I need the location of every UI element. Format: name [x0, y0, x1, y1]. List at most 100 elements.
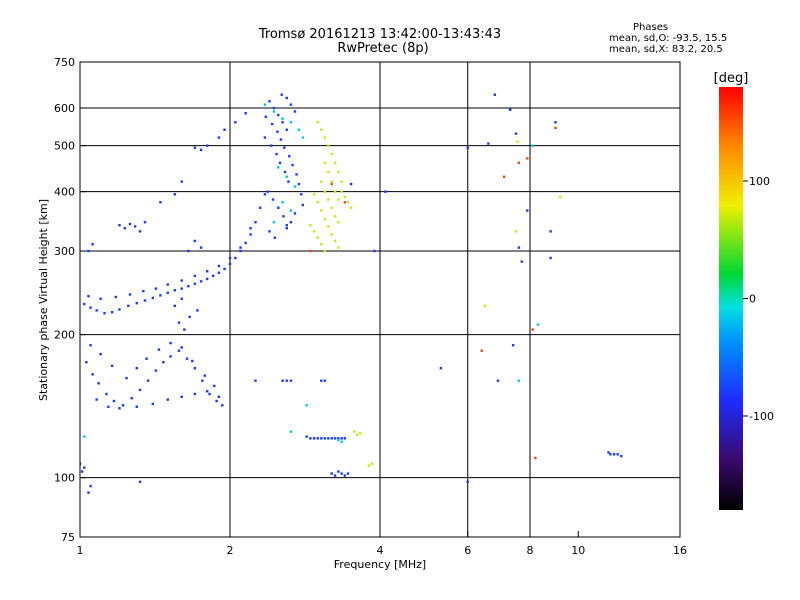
data-point	[138, 230, 142, 233]
data-point	[337, 438, 340, 442]
data-point	[95, 398, 98, 401]
data-point	[188, 315, 191, 319]
data-point	[223, 128, 226, 131]
data-point	[312, 193, 316, 196]
data-point	[333, 437, 337, 440]
data-point	[280, 93, 283, 96]
data-point	[205, 270, 209, 273]
data-point	[191, 359, 194, 363]
data-point	[323, 379, 327, 382]
data-point	[349, 182, 353, 186]
y-tick-label: 600	[54, 102, 75, 115]
data-point	[291, 163, 294, 167]
data-point	[157, 348, 161, 351]
data-point	[276, 130, 279, 133]
data-point	[138, 388, 142, 392]
data-point	[273, 236, 276, 239]
data-point	[244, 241, 247, 245]
data-point	[97, 382, 100, 385]
data-point	[180, 287, 183, 290]
data-point	[293, 110, 297, 113]
data-point	[223, 267, 226, 271]
data-point	[531, 144, 534, 147]
data-point	[330, 182, 333, 186]
data-point	[281, 117, 284, 120]
data-point	[349, 206, 353, 209]
data-point	[177, 321, 181, 324]
data-point	[217, 136, 221, 139]
data-point	[205, 390, 209, 393]
data-point	[266, 190, 269, 193]
data-point	[320, 128, 323, 131]
data-point	[180, 297, 183, 300]
data-point	[91, 373, 94, 376]
data-point	[612, 453, 616, 456]
data-point	[95, 309, 98, 312]
data-point	[169, 355, 172, 358]
data-point	[526, 157, 529, 160]
data-point	[337, 470, 340, 473]
data-point	[135, 405, 138, 408]
data-point	[549, 256, 552, 260]
data-point	[327, 144, 330, 147]
data-point	[323, 218, 327, 221]
y-axis-label: Stationary phase Virtual Height [km]	[37, 199, 50, 401]
x-tick-label: 4	[377, 544, 384, 557]
data-point	[300, 193, 303, 196]
data-point	[130, 396, 133, 400]
data-point	[205, 144, 209, 147]
data-point	[91, 243, 94, 246]
data-point	[114, 295, 118, 299]
data-point	[367, 464, 371, 467]
y-tick-label: 500	[54, 140, 75, 153]
data-point	[196, 309, 199, 312]
data-point	[180, 346, 183, 349]
data-point	[285, 227, 288, 230]
data-point	[323, 190, 327, 193]
data-point	[183, 328, 186, 331]
data-point	[316, 201, 319, 204]
data-point	[517, 379, 521, 382]
data-point	[180, 395, 183, 398]
colorbar-tick-label: -100	[749, 410, 774, 423]
data-point	[309, 249, 312, 253]
data-point	[355, 433, 359, 437]
data-point	[340, 437, 343, 440]
data-point	[263, 136, 267, 139]
data-point	[293, 212, 297, 215]
data-point	[312, 437, 316, 440]
data-point	[173, 289, 177, 292]
data-point	[517, 161, 521, 165]
data-point	[270, 122, 274, 126]
data-point	[159, 201, 162, 204]
data-point	[327, 437, 330, 440]
data-point	[320, 180, 323, 183]
data-point	[138, 480, 142, 484]
data-point	[154, 369, 158, 372]
data-point	[278, 161, 282, 165]
data-point	[316, 121, 319, 124]
data-point	[80, 470, 84, 473]
data-point	[128, 293, 132, 296]
data-point	[103, 311, 106, 315]
data-point	[337, 170, 340, 174]
x-tick-label: 2	[227, 544, 234, 557]
data-point	[107, 405, 110, 408]
data-point	[177, 349, 181, 352]
data-point	[133, 225, 137, 228]
data-point	[343, 195, 347, 199]
data-point	[87, 249, 90, 253]
data-point	[118, 308, 121, 311]
y-tick-label: 300	[54, 245, 75, 258]
y-tick-label: 100	[54, 472, 75, 485]
data-point	[281, 379, 284, 382]
data-point	[166, 291, 169, 295]
data-point	[327, 170, 330, 174]
data-point	[333, 239, 337, 243]
data-point	[277, 206, 280, 209]
colorbar-ticks: 100 0 -100	[743, 175, 774, 423]
data-point	[259, 206, 262, 209]
x-axis-label: Frequency [MHz]	[334, 558, 426, 571]
data-point	[493, 93, 497, 96]
